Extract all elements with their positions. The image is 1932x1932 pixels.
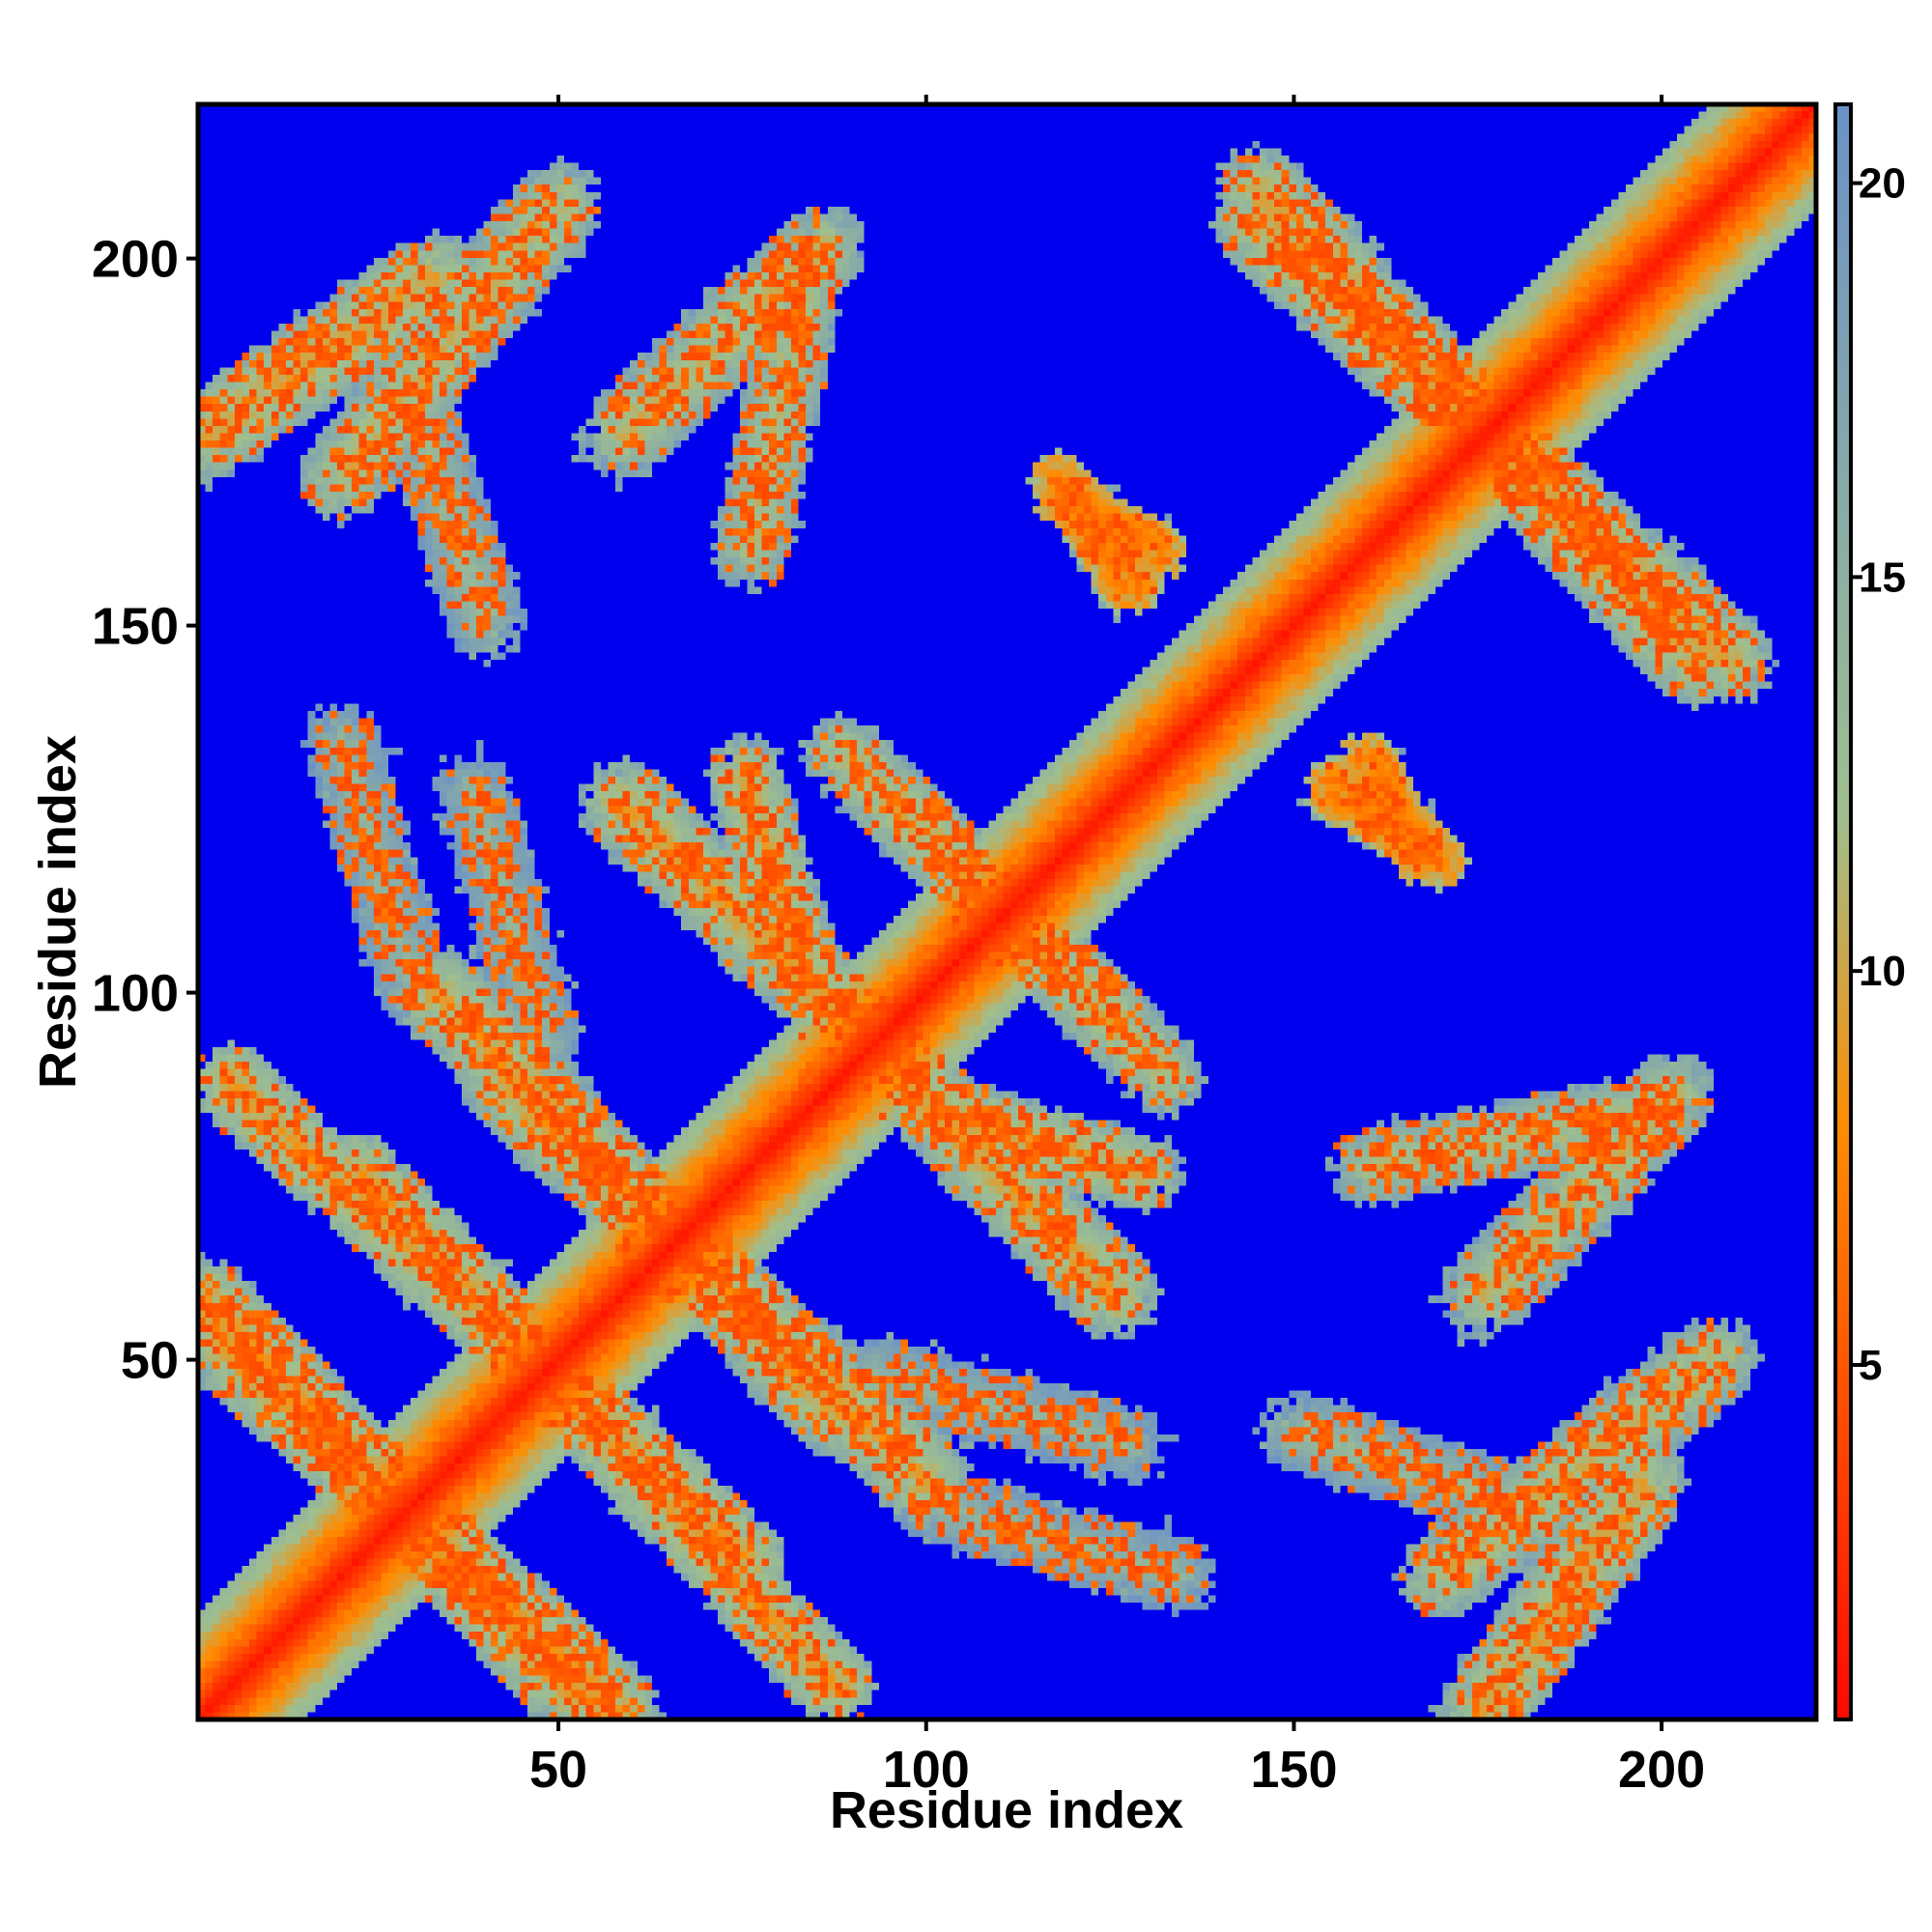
y-tick-label: 200 (92, 231, 179, 289)
colorbar-ticks: 5 10 15 20 (1851, 160, 1906, 1389)
colorbar-gradient (1835, 104, 1851, 1719)
x-tick-label: 50 (529, 1741, 587, 1799)
x-axis-title: Residue index (830, 1781, 1183, 1839)
x-tick-label: 200 (1618, 1741, 1705, 1799)
x-axis-ticks: 50 100 150 200 (529, 95, 1705, 1799)
y-tick-label: 100 (92, 965, 179, 1023)
colorbar-frame (1833, 102, 1853, 1721)
y-axis-ticks: 50 100 150 200 (92, 231, 198, 1390)
y-tick-label: 50 (121, 1332, 179, 1390)
x-tick-label: 100 (883, 1741, 970, 1799)
colorbar-tick-label: 10 (1859, 948, 1906, 995)
colorbar-tick-label: 20 (1859, 160, 1906, 208)
x-tick-label: 150 (1250, 1741, 1337, 1799)
y-axis-title: Residue index (29, 735, 87, 1089)
plot-frame (195, 101, 1819, 1722)
colorbar-tick-label: 15 (1859, 554, 1906, 601)
y-tick-label: 150 (92, 598, 179, 656)
heatmap-image (198, 104, 1816, 1719)
colorbar-tick-label: 5 (1859, 1342, 1882, 1389)
